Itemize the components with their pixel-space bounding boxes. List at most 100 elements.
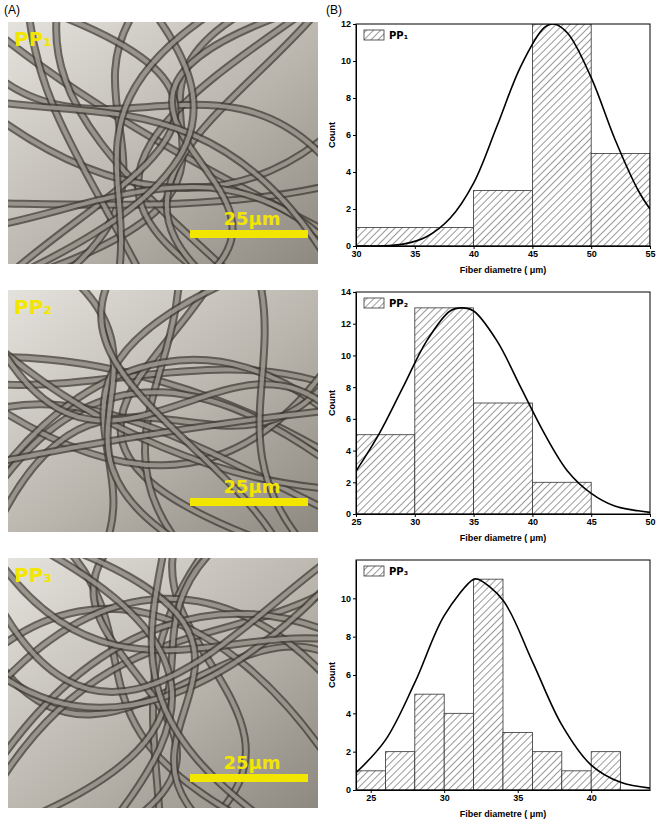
y-axis-title: Count xyxy=(327,390,337,416)
scale-bar xyxy=(190,230,308,238)
y-tick: 8 xyxy=(346,632,356,642)
x-axis-line xyxy=(357,246,651,247)
y-tick-mark xyxy=(353,61,356,62)
y-axis: 0246810 xyxy=(341,561,357,796)
x-tick: 35 xyxy=(513,790,523,803)
x-tick: 30 xyxy=(351,246,361,259)
x-tick: 30 xyxy=(410,514,420,527)
y-tick-label: 12 xyxy=(341,19,351,29)
y-tick: 4 xyxy=(346,167,356,177)
histogram-bar xyxy=(562,771,591,790)
x-tick-label: 50 xyxy=(587,249,597,259)
y-tick: 2 xyxy=(346,747,356,757)
fit-curve xyxy=(356,579,650,789)
y-tick-label: 10 xyxy=(341,594,351,604)
y-tick-label: 14 xyxy=(341,287,351,297)
plot-marks xyxy=(356,579,650,790)
x-tick-label: 25 xyxy=(351,517,361,527)
x-axis-title: Fiber diametre ( μm) xyxy=(460,533,547,543)
legend-label: PP₃ xyxy=(389,566,408,577)
y-tick-label: 2 xyxy=(346,747,351,757)
y-tick-mark xyxy=(353,387,356,388)
y-tick-label: 6 xyxy=(346,414,351,424)
y-tick-mark xyxy=(353,98,356,99)
y-tick: 8 xyxy=(346,383,356,393)
x-tick-label: 35 xyxy=(469,517,479,527)
y-tick: 12 xyxy=(341,19,356,29)
fibre-core xyxy=(8,343,318,421)
histogram-bar xyxy=(444,713,473,790)
x-tick: 35 xyxy=(469,514,479,527)
histogram-bar xyxy=(415,308,474,514)
fibre-outline xyxy=(117,22,213,264)
y-tick: 4 xyxy=(346,446,356,456)
x-axis-title: Fiber diametre ( μm) xyxy=(460,265,547,275)
histogram-bar xyxy=(415,694,444,790)
x-axis: 303540455055 xyxy=(351,246,655,259)
y-axis-line xyxy=(356,561,357,791)
legend: PP₃ xyxy=(364,566,408,577)
histogram-bar xyxy=(474,579,503,790)
y-tick: 2 xyxy=(346,204,356,214)
x-tick-label: 45 xyxy=(528,249,538,259)
x-tick-label: 55 xyxy=(645,249,655,259)
image-label: PP₁ xyxy=(14,27,52,51)
histogram-bar xyxy=(356,228,474,247)
legend: PP₂ xyxy=(364,298,408,309)
fibre-core xyxy=(8,560,318,692)
legend-swatch xyxy=(364,566,384,576)
y-tick-mark xyxy=(353,292,356,293)
image-label: PP₃ xyxy=(14,563,52,587)
scale-bar-label: 25μm xyxy=(223,752,280,773)
fibre-core xyxy=(29,558,215,808)
y-tick: 10 xyxy=(341,56,356,66)
panel-letter: (B) xyxy=(326,3,342,17)
legend-swatch xyxy=(364,30,384,40)
y-tick: 8 xyxy=(346,93,356,103)
x-tick: 25 xyxy=(351,514,361,527)
y-tick: 2 xyxy=(346,478,356,488)
plot-frame xyxy=(356,24,650,246)
legend-label: PP₂ xyxy=(389,298,408,309)
y-tick: 6 xyxy=(346,130,356,140)
y-tick: 14 xyxy=(341,287,356,297)
legend: PP₁ xyxy=(364,30,408,41)
fibre-core xyxy=(8,187,318,242)
fibre-core xyxy=(10,22,175,264)
y-tick: 0 xyxy=(346,785,356,795)
y-tick-label: 8 xyxy=(346,383,351,393)
y-tick: 10 xyxy=(341,594,356,604)
y-tick-mark xyxy=(353,324,356,325)
plot-marks xyxy=(356,24,650,246)
x-tick: 40 xyxy=(587,790,597,803)
plot-frame xyxy=(356,292,650,514)
x-axis-line xyxy=(357,790,651,791)
histogram-bar xyxy=(591,154,650,247)
fibre-outline xyxy=(68,558,199,808)
x-tick-label: 50 xyxy=(645,517,655,527)
scale-bar-label: 25μm xyxy=(223,208,280,229)
y-tick-label: 4 xyxy=(346,446,351,456)
y-axis: 024681012 xyxy=(341,19,357,251)
x-tick-label: 40 xyxy=(587,793,597,803)
y-tick-mark xyxy=(353,598,356,599)
x-tick-label: 25 xyxy=(366,793,376,803)
histogram-bar xyxy=(385,752,414,790)
scale-bar xyxy=(190,774,308,782)
micrograph xyxy=(8,22,318,264)
y-tick: 4 xyxy=(346,709,356,719)
x-tick: 25 xyxy=(366,790,376,803)
y-tick-mark xyxy=(353,637,356,638)
y-tick: 10 xyxy=(341,351,356,361)
y-tick-mark xyxy=(353,482,356,483)
x-tick: 30 xyxy=(440,790,450,803)
x-tick: 50 xyxy=(645,514,655,527)
micrograph xyxy=(8,290,318,532)
histogram-bar xyxy=(532,752,561,790)
y-axis: 02468101214 xyxy=(341,287,357,519)
y-tick-label: 6 xyxy=(346,130,351,140)
y-tick-mark xyxy=(353,713,356,714)
x-tick-label: 30 xyxy=(410,517,420,527)
x-tick: 40 xyxy=(469,246,479,259)
x-tick-label: 30 xyxy=(351,249,361,259)
